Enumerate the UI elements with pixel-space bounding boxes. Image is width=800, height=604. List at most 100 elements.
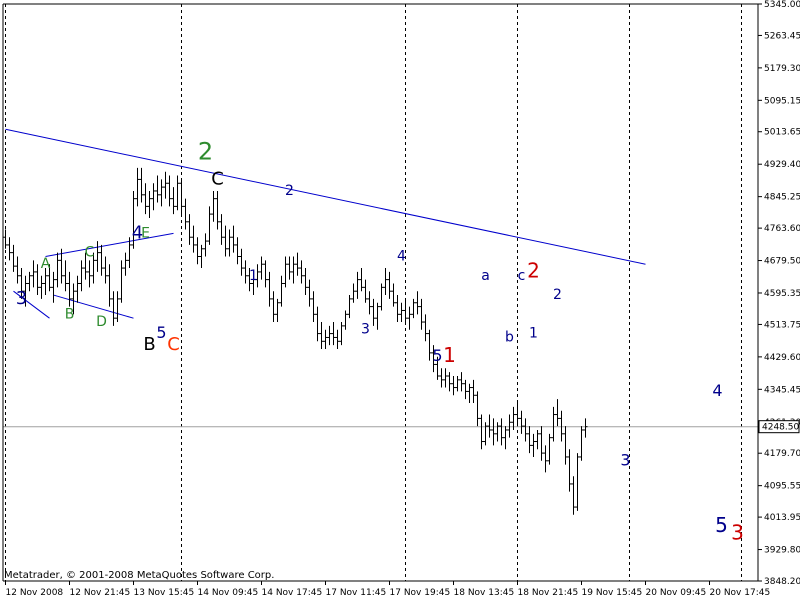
wave-label: C bbox=[211, 168, 224, 189]
ohlc-bar bbox=[123, 252, 128, 276]
ohlc-bar bbox=[271, 291, 276, 323]
ohlc-bar bbox=[143, 183, 148, 215]
wave-label: D bbox=[96, 314, 107, 330]
ohlc-bar bbox=[379, 283, 384, 311]
wave-label: 4 bbox=[397, 248, 406, 264]
ohlc-bar bbox=[579, 426, 584, 461]
ohlc-bar bbox=[175, 175, 180, 211]
wave-label: 3 bbox=[361, 322, 370, 338]
y-tick-label: 3848.20 bbox=[764, 577, 800, 587]
ohlc-bar bbox=[539, 426, 544, 461]
current-price-box bbox=[758, 420, 800, 434]
y-tick-label: 4595.35 bbox=[764, 289, 800, 299]
ohlc-bar bbox=[179, 179, 184, 215]
y-tick-label: 4929.40 bbox=[764, 160, 800, 170]
ohlc-bar bbox=[275, 298, 280, 323]
ohlc-bar bbox=[71, 283, 76, 315]
x-tick-label: 19 Nov 15:45 bbox=[582, 588, 643, 598]
x-tick-label: 14 Nov 17:45 bbox=[262, 588, 323, 598]
ohlc-bar bbox=[359, 268, 364, 292]
ohlc-bar bbox=[519, 410, 524, 434]
ohlc-bar bbox=[199, 244, 204, 269]
ohlc-bar bbox=[139, 167, 144, 203]
y-axis: 5345.00 5263.45 5179.30 5095.15 5013.65 4929.… bbox=[758, 0, 800, 587]
ohlc-bar bbox=[63, 260, 68, 292]
ohlc-bar bbox=[47, 264, 52, 292]
ohlc-bar bbox=[159, 179, 164, 207]
ohlc-bar bbox=[87, 260, 92, 288]
x-tick-label: 14 Nov 09:45 bbox=[198, 588, 259, 598]
y-tick-label: 5013.65 bbox=[764, 128, 800, 138]
y-tick-label: 4679.50 bbox=[764, 257, 800, 267]
ohlc-bar bbox=[39, 275, 44, 299]
ohlc-bar bbox=[351, 283, 356, 303]
ohlc-bar bbox=[43, 268, 48, 296]
ohlc-bar bbox=[235, 237, 240, 265]
ohlc-bar bbox=[203, 233, 208, 257]
ohlc-bar bbox=[575, 453, 580, 511]
ohlc-bar bbox=[475, 391, 480, 427]
y-tick-label: 4345.45 bbox=[764, 385, 800, 395]
x-tick-label: 18 Nov 13:45 bbox=[454, 588, 515, 598]
ohlc-bar bbox=[91, 252, 96, 284]
y-tick-label: 5179.30 bbox=[764, 64, 800, 74]
ohlc-bar bbox=[555, 399, 560, 427]
ohlc-bar bbox=[111, 291, 116, 326]
ohlc-bar bbox=[223, 225, 228, 257]
ohlc-bar bbox=[187, 214, 192, 245]
ohlc-bar bbox=[467, 383, 472, 403]
ohlc-bar bbox=[227, 229, 232, 257]
ohlc-bar bbox=[435, 356, 440, 380]
ohlc-bar bbox=[375, 302, 380, 330]
ohlc-bar bbox=[99, 244, 104, 276]
ohlc-bar bbox=[463, 379, 468, 400]
ohlc-bar bbox=[67, 271, 72, 307]
ohlc-bar bbox=[207, 206, 212, 245]
ohlc-bar bbox=[331, 322, 336, 346]
x-tick-label: 18 Nov 21:45 bbox=[518, 588, 579, 598]
ohlc-bar bbox=[471, 379, 476, 403]
ohlc-bar bbox=[27, 271, 32, 292]
ohlc-bar bbox=[239, 248, 244, 276]
wave-label: 5 bbox=[432, 346, 442, 365]
ohlc-bar bbox=[391, 283, 396, 307]
ohlc-bar bbox=[383, 268, 388, 296]
ohlc-bar bbox=[363, 279, 368, 303]
ohlc-bar bbox=[11, 244, 16, 272]
ohlc-bar bbox=[395, 295, 400, 323]
ohlc-bar bbox=[19, 268, 24, 299]
ohlc-bar bbox=[403, 298, 408, 323]
wave-label: 2 bbox=[527, 258, 540, 282]
wave-label: 2 bbox=[198, 137, 213, 165]
ohlc-bar bbox=[299, 260, 304, 284]
wave-label: C bbox=[167, 334, 180, 355]
ohlc-bar bbox=[171, 187, 176, 215]
footer-copyright: Metatrader, © 2001-2008 MetaQuotes Softw… bbox=[4, 570, 274, 581]
ohlc-bar bbox=[243, 260, 248, 284]
ohlc-bar bbox=[219, 214, 224, 245]
y-tick-label: 4095.55 bbox=[764, 482, 800, 492]
ohlc-bar bbox=[107, 264, 112, 307]
wave-label: 1 bbox=[529, 326, 538, 342]
ohlc-bar bbox=[547, 433, 552, 465]
y-tick-label: 4179.70 bbox=[764, 449, 800, 459]
ohlc-bar bbox=[315, 306, 320, 342]
ohlc-bars bbox=[3, 167, 588, 515]
ohlc-bar bbox=[255, 264, 260, 288]
wave-label: A bbox=[41, 256, 51, 272]
ohlc-bar bbox=[387, 271, 392, 299]
y-tick-label: 5345.00 bbox=[764, 0, 800, 10]
wave-trendline bbox=[53, 294, 134, 319]
ohlc-bar bbox=[127, 237, 132, 269]
ohlc-bar bbox=[583, 418, 588, 438]
ohlc-bar bbox=[287, 256, 292, 280]
ohlc-bar bbox=[487, 414, 492, 438]
ohlc-bar bbox=[423, 314, 428, 342]
ohlc-bar bbox=[311, 291, 316, 323]
x-tick-label: 20 Nov 17:45 bbox=[710, 588, 771, 598]
ohlc-bar bbox=[3, 229, 8, 249]
current-price-label: 4248.50 bbox=[762, 423, 799, 433]
ohlc-bar bbox=[23, 275, 28, 307]
ohlc-bar bbox=[95, 241, 100, 272]
ohlc-bar bbox=[499, 418, 504, 446]
